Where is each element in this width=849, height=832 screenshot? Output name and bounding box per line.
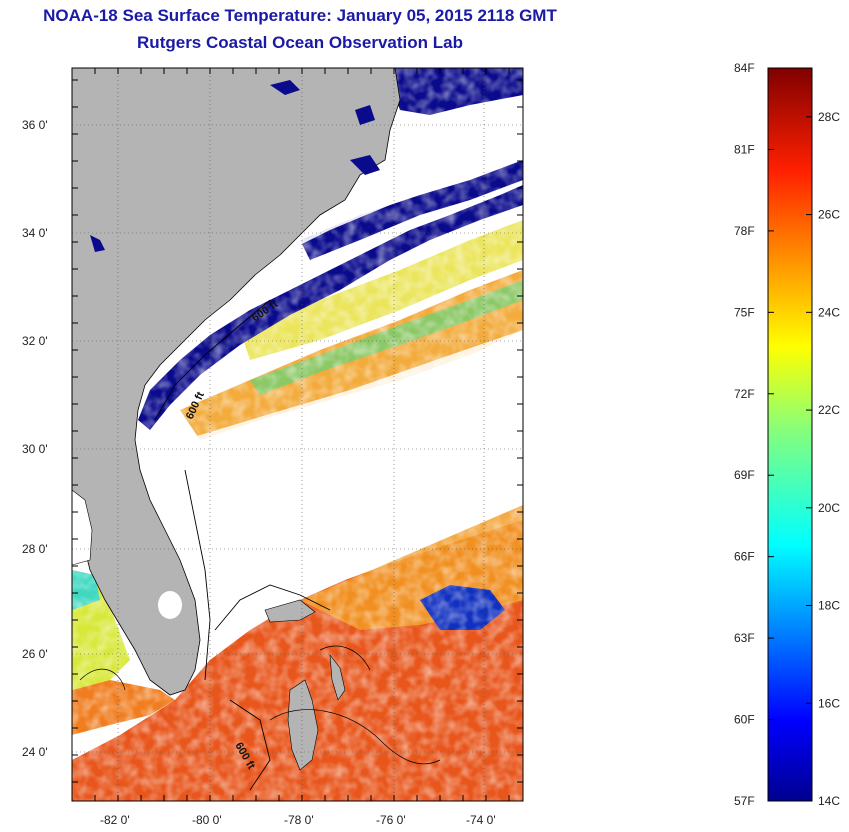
lon-label-78: -78 0' bbox=[284, 813, 314, 827]
lon-label-80: -80 0' bbox=[192, 813, 222, 827]
bahamas-eleuthera bbox=[329, 654, 346, 701]
cloud-band-1 bbox=[150, 330, 523, 600]
colorbar-c-label: 24C bbox=[818, 305, 840, 319]
land-mainland bbox=[72, 68, 401, 696]
map-title: NOAA-18 Sea Surface Temperature: January… bbox=[43, 6, 557, 25]
lon-label-74: -74 0' bbox=[466, 813, 496, 827]
colorbar-celsius-labels: 28C 26C 24C 22C 20C 18C 16C 14C bbox=[818, 110, 840, 808]
colorbar-c-label: 14C bbox=[818, 794, 840, 808]
bahamas-andros bbox=[287, 679, 319, 771]
lat-label-34: 34 0' bbox=[22, 226, 48, 240]
lat-label-30: 30 0' bbox=[22, 442, 48, 456]
colorbar-f-label: 75F bbox=[734, 305, 755, 319]
colorbar-fahrenheit-labels: 84F 81F 78F 75F 72F 69F 66F 63F 60F 57F bbox=[734, 61, 755, 808]
colorbar bbox=[767, 67, 813, 802]
lat-label-24: 24 0' bbox=[22, 745, 48, 759]
colorbar-f-label: 81F bbox=[734, 142, 755, 156]
axis-ticks bbox=[72, 68, 523, 801]
lon-label-76: -76 0' bbox=[376, 813, 406, 827]
gulf-coast-water bbox=[72, 489, 93, 566]
lat-label-26: 26 0' bbox=[22, 647, 48, 661]
colorbar-c-label: 22C bbox=[818, 403, 840, 417]
latitude-labels: 36 0' 34 0' 32 0' 30 0' 28 0' 26 0' 24 0… bbox=[22, 118, 48, 759]
lake-okeechobee bbox=[158, 591, 182, 619]
lat-label-36: 36 0' bbox=[22, 118, 48, 132]
colorbar-f-label: 63F bbox=[734, 631, 755, 645]
colorbar-c-label: 18C bbox=[818, 599, 840, 613]
lat-label-32: 32 0' bbox=[22, 334, 48, 348]
longitude-labels: -82 0' -80 0' -78 0' -76 0' -74 0' bbox=[100, 813, 496, 827]
colorbar-f-label: 57F bbox=[734, 794, 755, 808]
lat-label-28: 28 0' bbox=[22, 542, 48, 556]
colorbar-ticks bbox=[768, 67, 812, 802]
bank-contours bbox=[79, 645, 441, 765]
map-border bbox=[71, 67, 524, 802]
colorbar-c-label: 16C bbox=[818, 696, 840, 710]
colorbar-c-label: 28C bbox=[818, 110, 840, 124]
colorbar-f-label: 84F bbox=[734, 61, 755, 75]
sst-layer bbox=[72, 68, 523, 801]
colorbar-f-label: 78F bbox=[734, 224, 755, 238]
colorbar-f-label: 72F bbox=[734, 387, 755, 401]
isobath-contour bbox=[154, 299, 331, 791]
bahamas-abaco bbox=[264, 599, 316, 623]
lon-label-82: -82 0' bbox=[100, 813, 130, 827]
colorbar-f-label: 66F bbox=[734, 550, 755, 564]
colorbar-c-label: 26C bbox=[818, 208, 840, 222]
colorbar-f-label: 60F bbox=[734, 713, 755, 727]
colorbar-f-label: 69F bbox=[734, 468, 755, 482]
colorbar-c-label: 20C bbox=[818, 501, 840, 515]
map-subtitle: Rutgers Coastal Ocean Observation Lab bbox=[137, 33, 463, 52]
